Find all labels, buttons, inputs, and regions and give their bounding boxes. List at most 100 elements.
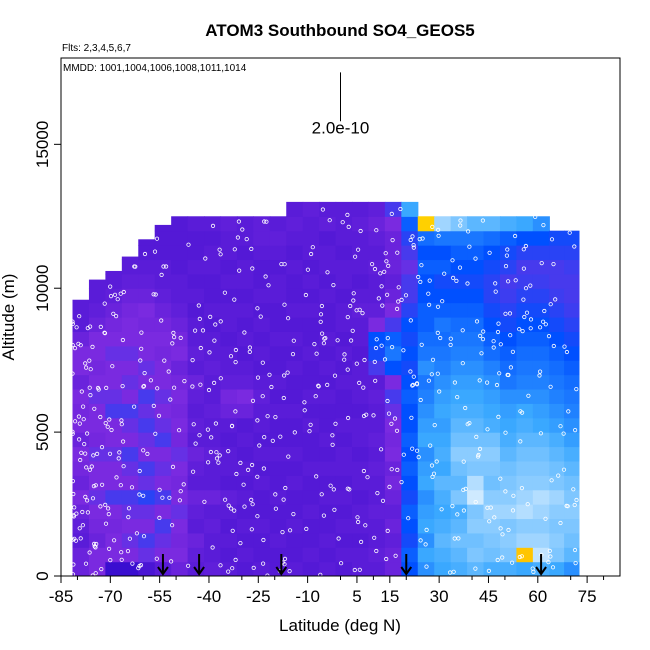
- observation-point: [77, 526, 82, 531]
- observation-point: [250, 502, 255, 507]
- heatmap-cell: [335, 216, 353, 232]
- observation-point: [486, 568, 491, 574]
- heatmap-cell: [450, 288, 468, 304]
- heatmap-cell: [368, 317, 386, 332]
- heatmap-cell: [483, 245, 501, 261]
- observation-point: [82, 441, 87, 447]
- heatmap-cell: [384, 360, 402, 376]
- heatmap-cell: [204, 259, 222, 275]
- heatmap-cell: [434, 460, 452, 476]
- heatmap-cell: [72, 460, 90, 476]
- observation-point: [81, 404, 86, 409]
- observation-point: [307, 429, 312, 434]
- heatmap-cell: [187, 446, 205, 462]
- heatmap-cell: [154, 317, 172, 332]
- observation-point: [571, 487, 576, 492]
- heatmap-cell: [483, 302, 501, 318]
- heatmap-cell: [516, 216, 534, 232]
- heatmap-cell: [483, 561, 501, 576]
- observation-point: [438, 335, 443, 341]
- heatmap-cell: [220, 273, 238, 289]
- observation-point: [428, 443, 433, 448]
- observation-point: [71, 562, 76, 567]
- observation-point: [382, 269, 387, 274]
- observation-point: [357, 380, 362, 385]
- observation-point: [218, 376, 223, 381]
- observation-point: [361, 413, 367, 419]
- observation-point: [91, 453, 96, 458]
- observation-point: [90, 496, 96, 501]
- heatmap-cell: [401, 216, 419, 232]
- observation-point: [379, 284, 384, 289]
- heatmap-cell: [286, 446, 304, 462]
- heatmap-cell: [335, 360, 353, 376]
- heatmap-cell: [516, 345, 534, 361]
- observation-point: [255, 514, 260, 519]
- observation-point: [496, 414, 501, 419]
- heatmap-cell: [352, 317, 370, 332]
- observation-point: [564, 349, 570, 355]
- heatmap-cell: [532, 489, 550, 505]
- observation-point: [233, 409, 238, 414]
- observation-point: [241, 482, 246, 487]
- heatmap-cell: [352, 360, 370, 376]
- observation-point: [549, 478, 554, 483]
- heatmap-cell: [335, 230, 353, 246]
- observation-point: [263, 274, 268, 279]
- scale-label: 2.0e-10: [312, 118, 370, 137]
- heatmap-cell: [105, 432, 123, 448]
- heatmap-cell: [434, 518, 452, 534]
- observation-point: [518, 439, 523, 444]
- observation-point: [261, 466, 266, 471]
- heatmap-cell: [384, 302, 402, 318]
- heatmap-cell: [220, 403, 238, 419]
- heatmap-cell: [417, 245, 435, 261]
- observation-point: [287, 568, 292, 574]
- heatmap-cell: [319, 345, 337, 361]
- heatmap-cell: [269, 216, 287, 232]
- heatmap-cell: [154, 288, 172, 304]
- observation-point: [138, 358, 143, 363]
- observation-point: [71, 514, 77, 519]
- heatmap-cell: [532, 345, 550, 361]
- heatmap-cell: [450, 259, 468, 275]
- heatmap-cell: [269, 475, 287, 491]
- observation-point: [562, 344, 567, 349]
- heatmap-cell: [269, 547, 287, 563]
- heatmap-cell: [286, 388, 304, 404]
- heatmap-cell: [368, 532, 386, 548]
- heatmap-cell: [352, 460, 370, 476]
- observation-point: [408, 237, 413, 243]
- observation-point: [265, 414, 270, 419]
- observation-point: [519, 554, 525, 559]
- observation-point: [512, 233, 518, 239]
- observation-point: [160, 495, 165, 500]
- observation-point: [473, 499, 478, 505]
- heatmap-cell: [154, 230, 172, 246]
- observation-point: [103, 420, 108, 426]
- observation-point: [457, 265, 463, 270]
- observation-points: [70, 206, 579, 576]
- heatmap-cell: [204, 475, 222, 491]
- heatmap-cell: [236, 547, 254, 563]
- observation-point: [302, 408, 307, 413]
- heatmap-cell: [236, 561, 254, 576]
- observation-point: [448, 336, 453, 341]
- heatmap-cell: [286, 201, 304, 217]
- observation-point: [108, 557, 113, 563]
- observation-point: [178, 335, 183, 340]
- observation-point: [98, 414, 103, 420]
- observation-point: [142, 251, 148, 257]
- heatmap-cell: [187, 273, 205, 289]
- observation-point: [432, 422, 437, 428]
- heatmap-cell: [499, 460, 518, 476]
- heatmap-cell: [384, 561, 402, 576]
- observation-point: [330, 442, 335, 447]
- heatmap-cell: [417, 547, 435, 563]
- heatmap-cell: [417, 561, 435, 576]
- y-tick-label: 5000: [33, 413, 52, 451]
- observation-point: [207, 350, 212, 355]
- observation-point: [182, 378, 187, 384]
- heatmap-cell: [549, 475, 565, 491]
- observation-point: [342, 357, 347, 362]
